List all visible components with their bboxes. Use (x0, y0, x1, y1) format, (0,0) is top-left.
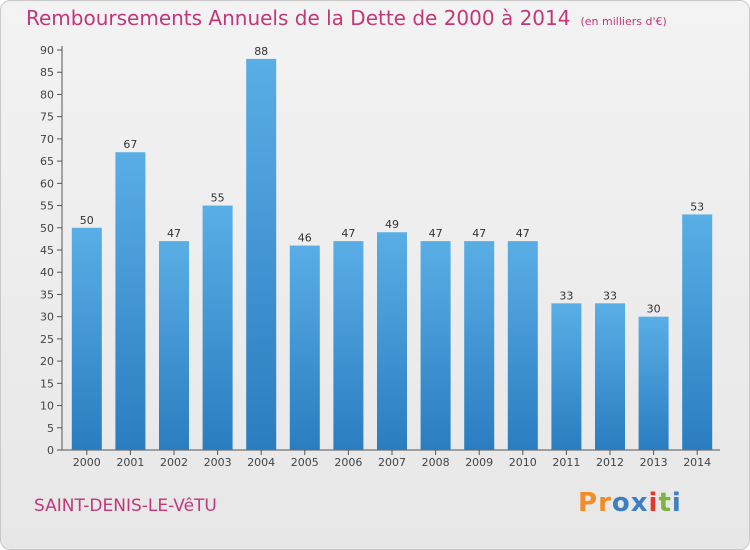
bar-value-label: 88 (254, 45, 268, 58)
bar (464, 241, 495, 450)
x-tick-label: 2011 (552, 456, 580, 469)
proxiti-logo: Proxiti (578, 488, 682, 518)
chart-title-row: Remboursements Annuels de la Dette de 20… (26, 6, 667, 30)
bar (289, 245, 320, 450)
bar (333, 241, 364, 450)
y-tick-label: 30 (40, 311, 54, 324)
logo-letter: t (658, 488, 672, 518)
x-tick-label: 2014 (683, 456, 711, 469)
x-tick-label: 2007 (378, 456, 406, 469)
x-tick-label: 2000 (73, 456, 101, 469)
bar (638, 316, 669, 450)
x-tick-label: 2013 (640, 456, 668, 469)
y-tick-label: 75 (40, 111, 54, 124)
bar-value-label: 67 (123, 138, 137, 151)
bar-value-label: 33 (559, 289, 573, 302)
x-tick-label: 2012 (596, 456, 624, 469)
y-tick-label: 60 (40, 177, 54, 190)
bar-value-label: 49 (385, 218, 399, 231)
x-tick-label: 2008 (422, 456, 450, 469)
logo-letter: o (611, 488, 631, 518)
y-tick-label: 50 (40, 222, 54, 235)
y-tick-label: 70 (40, 133, 54, 146)
y-tick-label: 10 (40, 400, 54, 413)
logo-letter: r (598, 488, 612, 518)
x-tick-label: 2005 (291, 456, 319, 469)
bar (159, 241, 189, 450)
y-tick-label: 85 (40, 66, 54, 79)
x-tick-label: 2001 (116, 456, 144, 469)
x-tick-label: 2004 (247, 456, 275, 469)
bar (595, 303, 625, 450)
bar-value-label: 47 (516, 227, 530, 240)
chart-title: Remboursements Annuels de la Dette de 20… (26, 6, 571, 30)
logo-letter: x (630, 488, 649, 518)
x-tick-label: 2009 (465, 456, 493, 469)
y-tick-label: 25 (40, 333, 54, 346)
logo-letter: i (671, 488, 682, 518)
bar-value-label: 47 (429, 227, 443, 240)
bar (551, 303, 582, 450)
y-tick-label: 80 (40, 88, 54, 101)
bar (202, 205, 233, 450)
bar (420, 241, 451, 450)
y-tick-label: 0 (47, 444, 54, 457)
bar-value-label: 55 (211, 192, 225, 205)
bar-value-label: 50 (80, 214, 94, 227)
x-tick-label: 2006 (334, 456, 362, 469)
bar (115, 152, 146, 450)
logo-letter: i (648, 488, 659, 518)
bar-value-label: 47 (167, 227, 181, 240)
y-tick-label: 55 (40, 200, 54, 213)
x-tick-label: 2010 (509, 456, 537, 469)
bar (377, 232, 407, 450)
x-tick-label: 2002 (160, 456, 188, 469)
y-tick-label: 35 (40, 288, 54, 301)
y-tick-label: 5 (47, 422, 54, 435)
bar-value-label: 46 (298, 232, 312, 245)
bar-value-label: 47 (472, 227, 486, 240)
x-tick-label: 2003 (204, 456, 232, 469)
bar (507, 241, 538, 450)
y-tick-label: 65 (40, 155, 54, 168)
y-tick-label: 45 (40, 244, 54, 257)
y-tick-label: 15 (40, 377, 54, 390)
bar (71, 227, 102, 450)
y-tick-label: 20 (40, 355, 54, 368)
bar (682, 214, 713, 450)
bar-value-label: 30 (647, 303, 661, 316)
bar-value-label: 33 (603, 289, 617, 302)
chart-subtitle: (en milliers d'€) (580, 15, 667, 28)
bar (246, 58, 277, 451)
y-tick-label: 90 (40, 44, 54, 57)
logo-letter: P (578, 488, 599, 518)
bar-value-label: 47 (341, 227, 355, 240)
bar-value-label: 53 (690, 200, 704, 213)
commune-name: SAINT-DENIS-LE-VêTU (34, 496, 217, 516)
y-tick-label: 40 (40, 266, 54, 279)
